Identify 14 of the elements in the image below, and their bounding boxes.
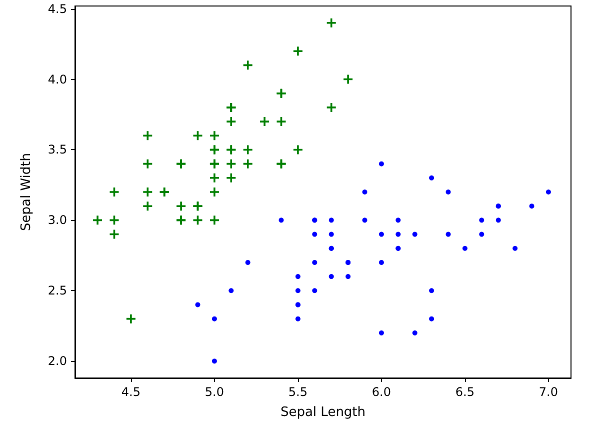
y-tick-label: 4.0 <box>48 72 67 86</box>
y-tick-label: 2.0 <box>48 354 67 368</box>
y-axis-title: Sepal Width <box>19 153 34 231</box>
y-tick-label: 3.5 <box>48 142 67 157</box>
y-tick-label: 3.0 <box>48 213 67 228</box>
x-tick-label: 6.0 <box>372 385 391 399</box>
y-tick-label: 4.5 <box>48 2 67 16</box>
x-tick-label: 5.5 <box>288 385 308 399</box>
x-tick-label: 4.5 <box>121 385 140 399</box>
y-tick-label: 2.5 <box>48 284 67 298</box>
x-tick-label: 7.0 <box>538 385 558 399</box>
x-axis-title: Sepal Length <box>280 405 366 420</box>
x-tick-label: 6.5 <box>455 385 474 399</box>
x-tick-label: 5.0 <box>204 385 224 399</box>
